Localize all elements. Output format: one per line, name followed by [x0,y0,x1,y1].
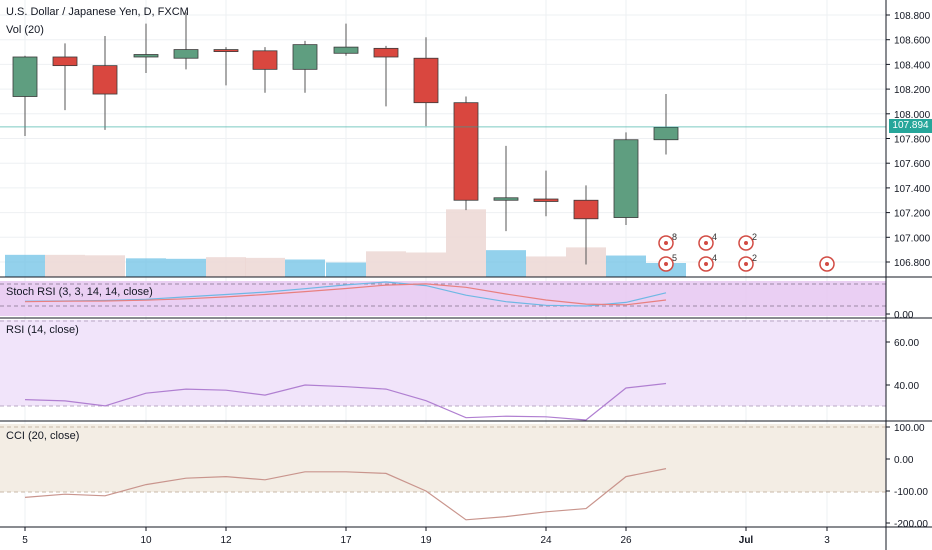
time-tick-label: 12 [220,535,232,546]
rsi-band [0,320,886,406]
symbol-title: U.S. Dollar / Japanese Yen, D, FXCM [6,6,189,18]
price-axis: 108.800108.600108.400108.200108.000107.8… [886,11,931,530]
event-dot [704,241,708,245]
volume-bars [5,209,686,277]
event-dot [664,262,668,266]
time-tick-label: 10 [140,535,152,546]
volume-bar [5,254,45,277]
cci-label: CCI (20, close) [6,430,80,442]
volume-bar [606,255,646,277]
stoch-tick-label: 0.00 [894,310,914,321]
price-tick-label: 107.800 [894,135,931,146]
price-tick-label: 106.800 [894,258,931,269]
candlestick-series [12,12,679,265]
candle-body [92,65,118,95]
volume-bar [526,256,566,277]
candle-body [613,139,639,218]
candle-body [292,44,318,70]
event-dot [664,241,668,245]
price-tick-label: 107.400 [894,184,931,195]
event-dot [744,241,748,245]
volume-legend: Vol (20) [6,24,44,36]
candle-body [653,126,679,141]
time-tick-label: 17 [340,535,352,546]
cci-tick-label: -200.00 [894,519,928,530]
event-count: 5 [672,253,677,263]
cci-line [24,468,667,521]
event-dot [744,262,748,266]
candle-body [373,47,399,58]
cci-tick-label: -100.00 [894,487,928,498]
price-tick-label: 107.000 [894,233,931,244]
event-count: 2 [752,232,757,242]
volume-bar [126,258,166,277]
volume-bar [245,257,285,277]
candle-body [213,49,239,52]
rsi-line [24,382,667,421]
cci-tick-label: 0.00 [894,455,914,466]
stoch-rsi-lines [24,281,667,307]
candle-body [333,46,359,54]
time-tick-label: 26 [620,535,632,546]
price-tick-label: 108.800 [894,11,931,22]
rsi-label: RSI (14, close) [6,324,79,336]
volume-bar [366,251,406,277]
price-tick-label: 108.200 [894,85,931,96]
rsi-tick-label: 40.00 [894,381,919,392]
time-tick-label: 19 [420,535,432,546]
candle-body [52,56,78,67]
event-dot [704,262,708,266]
event-count: 8 [672,232,677,242]
cci-band [0,424,886,492]
price-tick-label: 108.600 [894,36,931,47]
time-tick-label: 3 [824,535,830,546]
time-tick-label: Jul [739,535,754,546]
volume-bar [85,255,125,277]
time-tick-label: 24 [540,535,552,546]
stoch-rsi-label: Stoch RSI (3, 3, 14, 14, close) [6,286,153,298]
rsi-tick-label: 60.00 [894,338,919,349]
stoch-band [0,281,886,316]
volume-bar [45,254,85,277]
last-price-tag: 107.894 [889,119,932,133]
cci-line [24,468,667,521]
volume-bar [206,257,246,277]
volume-bar [166,258,206,277]
candle-body [413,57,439,104]
candle-body [133,54,159,58]
candle-body [533,198,559,202]
candle-body [173,49,199,59]
candle-body [453,102,479,201]
event-count: 2 [752,253,757,263]
price-tick-label: 107.200 [894,209,931,220]
event-count: 4 [712,253,717,263]
stoch-k-line [24,281,667,307]
event-dot [825,262,829,266]
volume-bar [285,259,325,277]
candle-body [12,56,38,97]
rsi-line [24,382,667,421]
indicator-pane-backgrounds [0,281,886,493]
candle-body [573,199,599,220]
volume-bar [406,252,446,277]
candle-body [252,50,278,70]
volume-bar [446,209,486,277]
cci-tick-label: 100.00 [894,423,925,434]
volume-bar [486,250,526,277]
time-tick-label: 5 [22,535,28,546]
price-tick-label: 108.400 [894,60,931,71]
volume-bar [326,262,366,277]
economic-events: 8 5 4 4 2 2 [658,232,835,272]
price-tick-label: 107.600 [894,159,931,170]
event-count: 4 [712,232,717,242]
time-axis: 5 10 12 17 19 24 26 Jul 3 [22,527,830,546]
price-tick-label: 108.000 [894,110,931,121]
candle-body [493,197,519,201]
stoch-d-line [24,283,667,306]
grid-lines [0,0,886,527]
